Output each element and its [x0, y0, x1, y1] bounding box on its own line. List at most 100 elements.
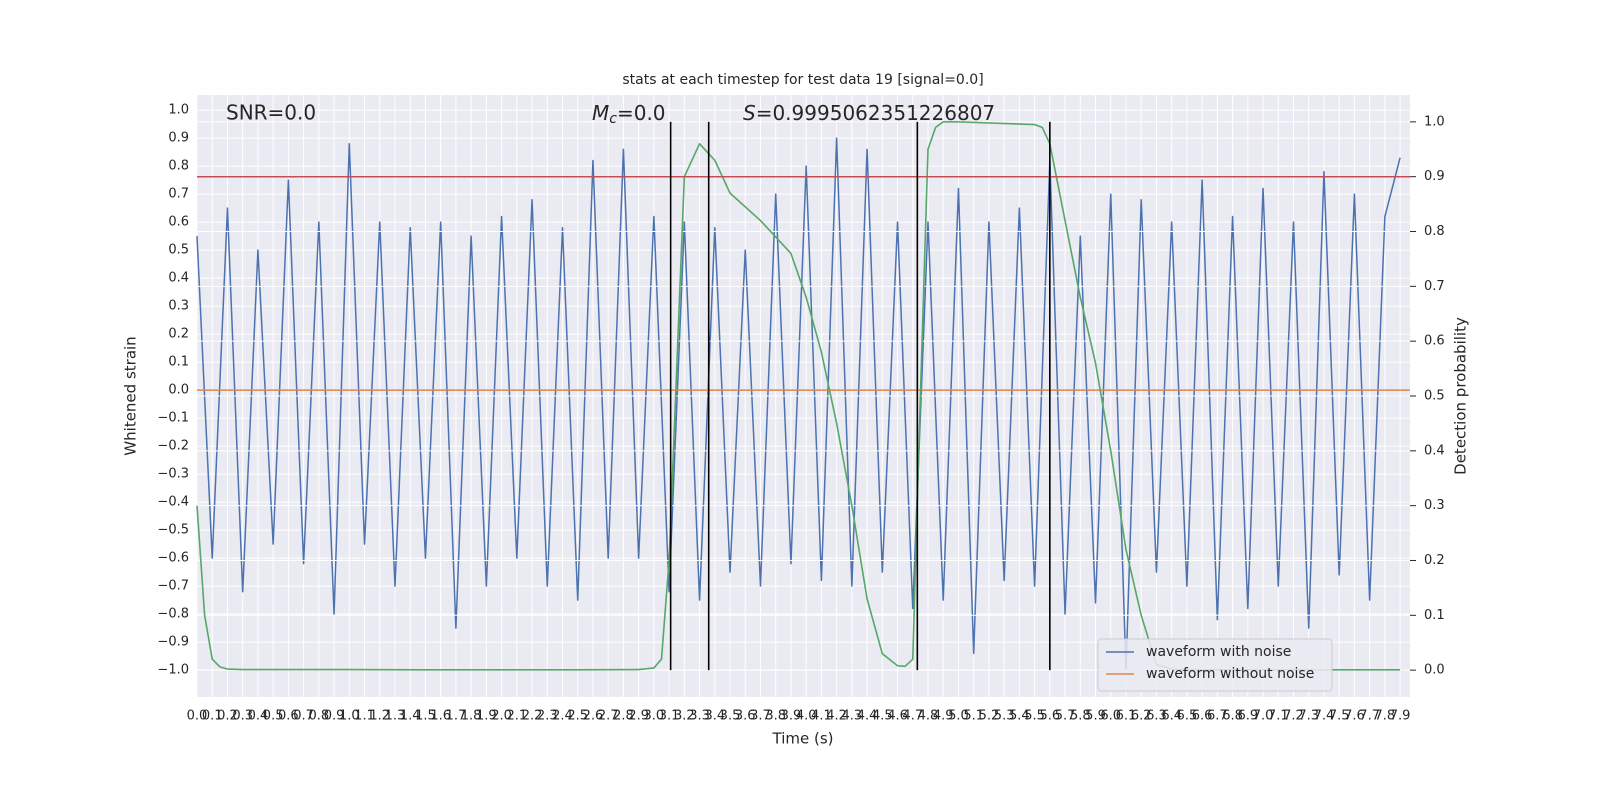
x-tick-label: 5.3	[994, 709, 1015, 724]
x-tick-label: 6.2	[1131, 709, 1152, 724]
series-line	[196, 121, 1401, 671]
x-tick-label: 5.5	[1024, 709, 1045, 724]
y2-tick-label: 0.9	[1424, 169, 1445, 184]
legend-label: waveform without noise	[1146, 666, 1314, 682]
x-tick-label: 0.1	[202, 709, 223, 724]
x-tick-label: 6.7	[1207, 709, 1228, 724]
annotation-symbol: S	[743, 101, 756, 125]
x-tick-label: 7.3	[1298, 709, 1319, 724]
x-tick-label: 1.1	[354, 709, 375, 724]
x-tick-label: 2.7	[598, 709, 619, 724]
x-tick-label: 2.6	[583, 709, 604, 724]
x-tick-label: 2.0	[491, 709, 512, 724]
x-tick-label: 2.3	[537, 709, 558, 724]
marks	[196, 121, 1410, 671]
y-tick-label: 0.4	[168, 271, 189, 286]
x-tick-label: 5.6	[1039, 709, 1060, 724]
x-tick-label: 7.0	[1253, 709, 1274, 724]
y-tick-label: 0.2	[168, 327, 189, 342]
annotation: S=0.9995062351226807	[743, 101, 995, 125]
annotation-subscript: c	[609, 111, 617, 127]
x-tick-label: 6.9	[1237, 709, 1258, 724]
y-tick-label: −0.6	[157, 551, 189, 566]
x-tick-label: 2.9	[628, 709, 649, 724]
y-tick-label: 1.0	[168, 103, 189, 118]
x-tick-label: 1.4	[400, 709, 421, 724]
x-tick-label: 4.4	[857, 709, 878, 724]
x-tick-label: 5.0	[948, 709, 969, 724]
x-tick-label: 3.0	[644, 709, 665, 724]
y2-tick-label: 0.2	[1424, 553, 1445, 568]
y2-tick-label: 0.4	[1424, 443, 1445, 458]
x-tick-label: 3.5	[720, 709, 741, 724]
y-tick-label: 0.7	[168, 187, 189, 202]
x-tick-label: 2.1	[506, 709, 527, 724]
y-tick-label: 0.6	[168, 215, 189, 230]
x-tick-label: 1.6	[430, 709, 451, 724]
x-tick-label: 1.8	[461, 709, 482, 724]
x-tick-label: 4.0	[796, 709, 817, 724]
x-tick-label: 4.6	[887, 709, 908, 724]
y2-tick-label: 0.1	[1424, 608, 1445, 623]
y2-tick-label: 0.0	[1424, 663, 1445, 678]
y-tick-label: −0.4	[157, 495, 189, 510]
annotation-text: =0.0	[617, 101, 666, 125]
y-tick-label: 0.0	[168, 383, 189, 398]
x-tick-label: 4.2	[826, 709, 847, 724]
x-tick-label: 3.9	[781, 709, 802, 724]
x-tick-label: 3.6	[735, 709, 756, 724]
x-tick-label: 4.3	[842, 709, 863, 724]
y2-tick-label: 0.6	[1424, 334, 1445, 349]
x-tick-label: 2.8	[613, 709, 634, 724]
y-tick-label: 0.1	[168, 355, 189, 370]
y-tick-label: 0.8	[168, 159, 189, 174]
y-tick-label: −0.8	[157, 607, 189, 622]
legend: waveform with noise waveform without nois…	[1097, 638, 1333, 692]
x-tick-label: 4.7	[902, 709, 923, 724]
x-tick-label: 1.3	[385, 709, 406, 724]
x-tick-label: 3.8	[765, 709, 786, 724]
x-tick-label: 2.5	[567, 709, 588, 724]
x-tick-label: 4.1	[811, 709, 832, 724]
x-tick-label: 0.8	[308, 709, 329, 724]
y2-tick-label: 0.5	[1424, 389, 1445, 404]
y-tick-label: −0.7	[157, 579, 189, 594]
x-tick-label: 4.8	[918, 709, 939, 724]
x-tick-label: 5.9	[1085, 709, 1106, 724]
x-tick-label: 0.9	[324, 709, 345, 724]
x-tick-label: 6.8	[1222, 709, 1243, 724]
y-tick-label: 0.5	[168, 243, 189, 258]
annotation: SNR=0.0	[226, 101, 316, 125]
annotation-text: =0.9995062351226807	[756, 101, 995, 125]
x-tick-label: 7.2	[1283, 709, 1304, 724]
x-tick-label: 6.4	[1161, 709, 1182, 724]
y2-tick-label: 0.8	[1424, 224, 1445, 239]
y-tick-label: −0.1	[157, 411, 189, 426]
x-axis-label: Time (s)	[772, 730, 834, 748]
x-tick-label: 0.5	[263, 709, 284, 724]
x-tick-label: 5.2	[979, 709, 1000, 724]
x-tick-label: 5.1	[963, 709, 984, 724]
y-axis-label: Whitened strain	[122, 336, 140, 455]
series-line	[196, 137, 1401, 671]
x-tick-label: 7.7	[1359, 709, 1380, 724]
annotation: Mc=0.0	[592, 101, 666, 128]
x-tick-label: 3.7	[750, 709, 771, 724]
legend-box	[1097, 638, 1333, 692]
x-tick-label: 0.7	[293, 709, 314, 724]
y-tick-label: −1.0	[157, 663, 189, 678]
x-tick-label: 7.1	[1268, 709, 1289, 724]
x-tick-label: 4.5	[872, 709, 893, 724]
x-tick-label: 2.4	[552, 709, 573, 724]
x-tick-label: 1.2	[369, 709, 390, 724]
x-tick-label: 0.3	[232, 709, 253, 724]
x-tick-label: 0.6	[278, 709, 299, 724]
x-tick-label: 1.0	[339, 709, 360, 724]
chart-title: stats at each timestep for test data 19 …	[622, 72, 983, 88]
y-tick-label: −0.5	[157, 523, 189, 538]
y-tick-label: 0.9	[168, 131, 189, 146]
x-tick-label: 1.9	[476, 709, 497, 724]
x-tick-label: 3.1	[659, 709, 680, 724]
x-tick-label: 1.7	[446, 709, 467, 724]
